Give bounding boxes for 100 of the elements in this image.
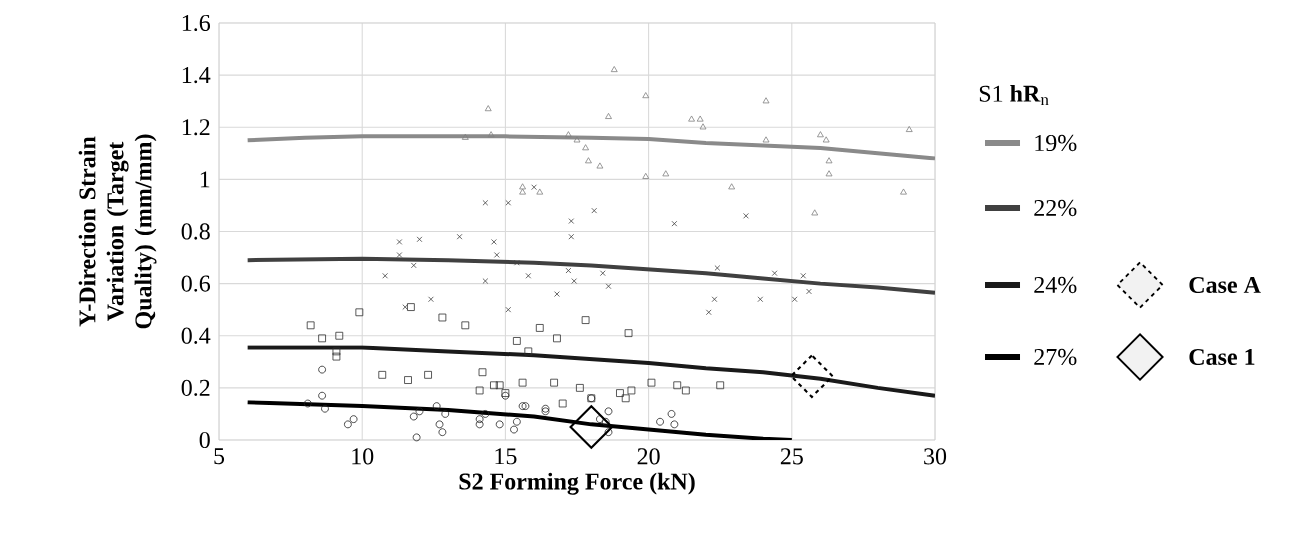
point: [438, 313, 447, 322]
point: [415, 407, 424, 416]
point: [318, 334, 326, 343]
point: [825, 170, 833, 177]
point: [624, 329, 633, 338]
point: [621, 394, 630, 403]
legend-title: S1 hR$_{n}$: [979, 84, 1049, 106]
y-tick-label: 1.4: [182, 67, 211, 84]
point: [335, 331, 344, 340]
point: [396, 239, 403, 245]
point: [699, 123, 707, 130]
point: [642, 92, 650, 99]
y-axis-title: Y-Direction Strain Variation (Target Quality) (mm/mm): [78, 134, 157, 329]
point: [512, 337, 521, 345]
point: [428, 296, 434, 303]
point: [495, 381, 504, 390]
point: [714, 265, 721, 271]
point: [817, 131, 824, 138]
point: [585, 157, 592, 164]
point: [771, 270, 778, 277]
point: [662, 170, 670, 177]
legend-label: Case 1: [1189, 348, 1255, 366]
point: [900, 188, 907, 195]
point: [762, 97, 770, 104]
point: [505, 306, 512, 313]
point: [410, 262, 417, 269]
point: [905, 125, 913, 132]
y-tick-label: 0.8: [181, 223, 210, 240]
point: [670, 420, 679, 429]
point: [461, 133, 469, 140]
point: [412, 433, 421, 442]
point: [321, 404, 329, 413]
point: [404, 376, 412, 384]
point: [671, 220, 678, 227]
point: [482, 199, 489, 206]
point: [762, 136, 770, 143]
point: [456, 233, 463, 240]
point: [656, 417, 664, 426]
point: [519, 188, 526, 195]
point: [605, 283, 612, 290]
point: [743, 213, 749, 219]
point: [382, 272, 388, 279]
point: [531, 184, 537, 191]
point: [355, 308, 364, 317]
x-tick-label: 15: [495, 448, 517, 465]
y-tick-label: 1.6: [182, 14, 211, 32]
point: [825, 157, 833, 164]
y-tick-label: 0.4: [181, 327, 211, 344]
point: [518, 378, 527, 387]
point: [822, 136, 830, 143]
point: [478, 368, 487, 377]
point: [416, 236, 423, 243]
point: [441, 410, 450, 418]
point: [573, 136, 581, 143]
point: [605, 112, 612, 119]
x-tick-label: 5: [214, 448, 225, 465]
point: [432, 402, 441, 410]
point: [596, 162, 604, 169]
point: [524, 347, 533, 356]
point: [571, 278, 577, 284]
y-tick-label: 0: [199, 431, 210, 449]
point: [599, 270, 606, 277]
point: [591, 207, 598, 214]
point: [490, 381, 498, 390]
point: [484, 105, 492, 112]
point: [582, 144, 589, 151]
point: [565, 131, 572, 138]
legend-label: 24%: [1034, 276, 1077, 294]
point: [541, 404, 550, 413]
point: [344, 420, 352, 429]
point: [647, 378, 656, 387]
point: [667, 410, 676, 418]
point: [487, 131, 495, 138]
point: [705, 309, 712, 316]
legend-label: 19%: [1035, 134, 1077, 152]
point: [493, 252, 500, 258]
point: [554, 291, 560, 297]
point: [576, 384, 584, 392]
point: [482, 278, 489, 284]
x-tick-label: 20: [637, 448, 660, 465]
point: [519, 183, 526, 190]
point: [306, 321, 315, 330]
point: [481, 410, 490, 418]
point: [495, 420, 504, 429]
point: [318, 365, 326, 374]
point: [491, 239, 497, 245]
point: [512, 417, 521, 426]
point: [409, 412, 418, 421]
x-tick-label: 10: [352, 448, 374, 465]
point: [681, 386, 690, 395]
point: [521, 402, 530, 410]
point: [378, 370, 387, 379]
point: [424, 370, 432, 379]
point: [728, 183, 736, 190]
point: [811, 209, 819, 216]
point: [616, 389, 624, 397]
point: [535, 324, 544, 332]
point: [558, 399, 567, 408]
point: [435, 420, 444, 429]
point: [642, 172, 650, 179]
